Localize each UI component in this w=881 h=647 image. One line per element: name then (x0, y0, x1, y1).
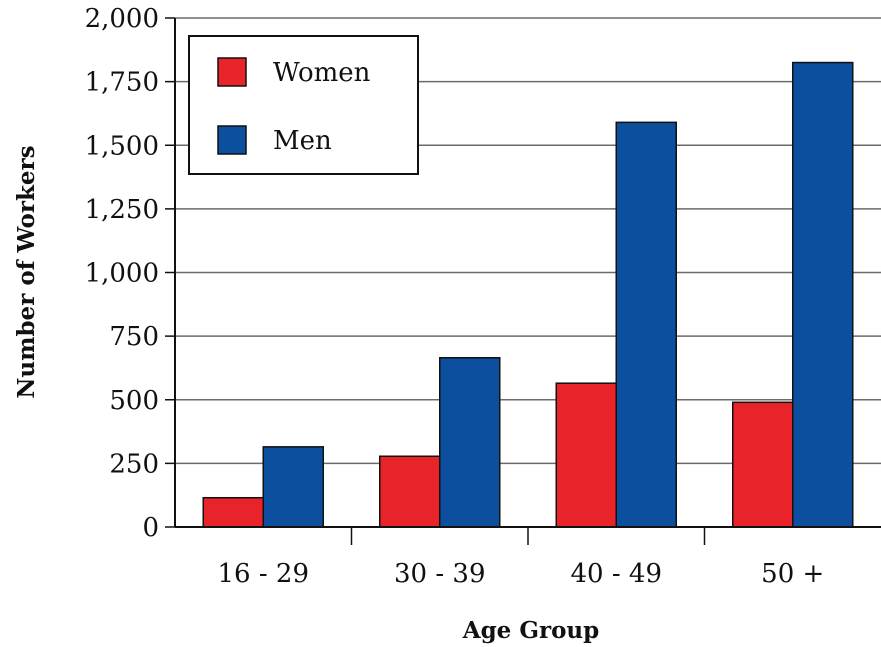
axes (165, 17, 881, 545)
bar-men-1 (262, 446, 324, 528)
y-tick-label: 0 (142, 513, 159, 543)
bar-men-2 (439, 357, 501, 528)
x-tick-label: 40 - 49 (571, 559, 662, 589)
legend-swatch-women (217, 57, 247, 87)
bar-women-2 (379, 455, 441, 528)
legend: Women Men (188, 35, 419, 175)
y-tick-label: 1,000 (85, 259, 159, 289)
y-axis-title: Number of Workers (13, 145, 40, 398)
y-tick-label: 750 (109, 322, 159, 352)
y-tick-label: 1,250 (85, 195, 159, 225)
bar-men-3 (615, 121, 677, 528)
bar-women-4 (732, 401, 794, 528)
y-tick-label: 500 (109, 386, 159, 416)
bar-men-4 (792, 61, 854, 528)
bar-women-1 (202, 496, 264, 528)
y-tick-label: 1,500 (85, 131, 159, 161)
legend-label-men: Men (273, 126, 332, 156)
bars (202, 61, 854, 528)
x-tick-label: 50 + (761, 559, 824, 589)
tick-labels: 0 250 500 750 1,000 1,250 1,500 1,750 2,000 16 - … (85, 4, 825, 589)
x-tick-label: 30 - 39 (394, 559, 485, 589)
y-tick-label: 1,750 (85, 68, 159, 98)
x-tick-label: 16 - 29 (218, 559, 309, 589)
y-tick-label: 2,000 (85, 4, 159, 34)
x-axis-title: Age Group (462, 617, 599, 644)
bar-women-3 (555, 382, 617, 528)
legend-swatch-men (217, 125, 247, 155)
y-tick-label: 250 (109, 449, 159, 479)
legend-label-women: Women (273, 58, 371, 88)
